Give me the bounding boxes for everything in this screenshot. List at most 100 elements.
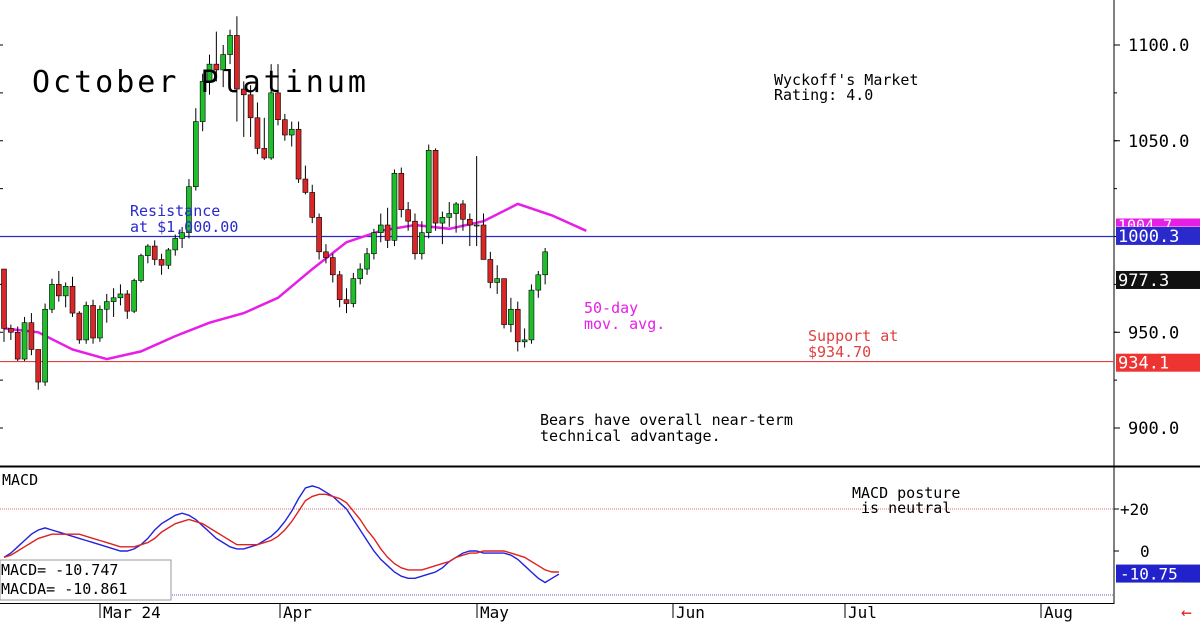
macda-line [3,493,559,573]
candle-down [35,349,42,383]
macd-line [3,485,560,584]
candle-down [28,322,35,350]
candle-up [350,278,357,304]
candle-up [172,238,179,251]
price-tick-label: 1100.0 [1128,36,1189,56]
candle-down [14,331,21,360]
last-price-tag-box [1116,270,1200,289]
candle-up [227,35,233,55]
candle-down [384,224,391,241]
candle-up [42,308,48,383]
candle-down [240,88,247,96]
support-tag-box [1116,353,1200,372]
candle-up [138,255,144,281]
candle-up [179,232,185,239]
candle-up [117,293,124,299]
candle-down [90,305,96,339]
candle-up [83,305,89,341]
candle-down [124,293,131,312]
candle-down [55,284,62,297]
candle-up [391,173,398,241]
candle-down [501,278,507,325]
candle-down [1,268,7,329]
bears-note: Bears have overall near-term technical ad… [540,411,793,445]
candle-down [275,92,281,120]
candle-up [542,251,548,276]
month-label: May [480,603,509,622]
candle-up [131,280,137,312]
ma-label: 50-day mov. avg. [584,299,665,333]
ma-tag-box [1116,218,1200,227]
candle-down [336,274,343,300]
macd-tick-label: +20 [1120,500,1149,519]
candle-down [234,35,240,90]
month-label: Apr [283,603,312,622]
resistance-tag: 1000.3 [1118,227,1179,247]
back-arrow-icon[interactable]: ← [1181,602,1192,623]
candle-down [480,224,487,260]
candle-down [432,150,439,224]
candle-down [405,209,411,222]
macd-tag: -10.75 [1120,565,1178,584]
macd-tag-box [1116,564,1200,583]
candle-down [261,148,268,159]
month-label: Aug [1044,603,1073,622]
candle-up [473,224,480,227]
support-tag: 934.1 [1118,354,1169,374]
price-tick-label: 1050.0 [1128,132,1189,152]
macd-title: MACD [2,471,38,489]
candle-down [514,308,521,343]
candle-up [268,92,274,159]
candle-down [213,63,220,71]
candle-down [398,173,405,210]
candle-down [254,117,261,149]
candle-up [165,249,172,266]
price-tick-label: 950.0 [1128,323,1179,343]
candle-down [466,218,473,226]
candle-up [357,268,364,279]
candle-down [316,217,322,253]
market-rating-note: Wyckoff's Market Rating: 4.0 [774,71,919,104]
candle-down [295,128,302,180]
candle-up [110,297,117,302]
candle-down [412,220,418,255]
month-label: Mar 24 [103,603,161,622]
candle-down [302,178,309,193]
candle-up [508,308,514,325]
resistance-tag-box [1116,226,1200,245]
chart-title: October Platinum [32,65,369,100]
candle-up [528,289,535,341]
candle-down [8,328,14,333]
macda-readout: MACDA= -10.861 [1,580,127,598]
candle-up [220,54,226,71]
candle-up [494,278,501,283]
candle-up [425,150,432,233]
month-label: Jun [676,603,705,622]
candle-down [487,259,494,283]
candle-down [309,192,316,218]
candle-up [453,203,459,214]
candle-up [535,274,542,291]
resistance-label: Resistance at $1,000.00 [130,202,238,236]
candle-down [329,257,336,276]
macd-readout: MACD= -10.747 [1,561,118,579]
candle-up [206,63,213,82]
candle-up [49,284,55,310]
candle-up [419,232,425,255]
candle-up [288,128,295,136]
candle-down [247,94,254,119]
candle-up [371,232,377,255]
candle-up [199,81,206,122]
candle-up [103,301,110,310]
month-label: Jul [848,603,877,622]
candle-up [377,224,384,233]
candle-down [158,259,165,266]
candle-down [282,119,288,136]
candle-down [323,251,329,258]
candle-up [439,217,446,224]
candle-up [186,186,192,233]
candle-down [460,203,466,220]
candle-up [446,213,453,218]
candle-up [21,322,28,360]
